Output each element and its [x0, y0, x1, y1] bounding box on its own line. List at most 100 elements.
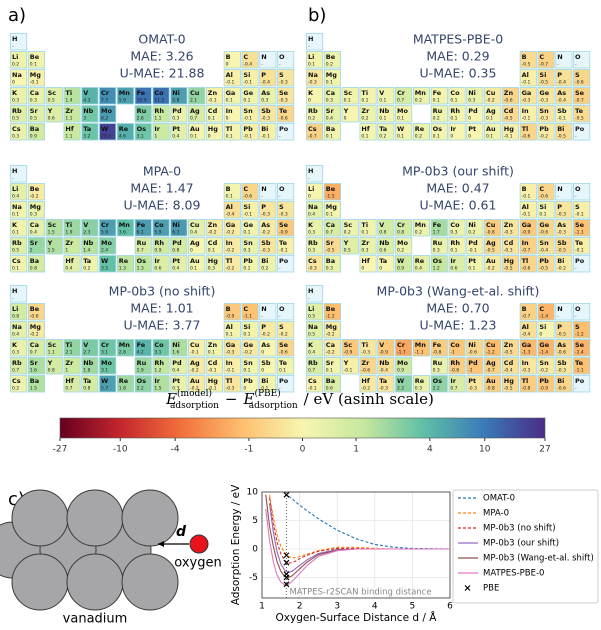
- element-value: 0: [226, 116, 229, 122]
- element-symbol: Re: [415, 257, 425, 265]
- element-value: -0.2: [30, 194, 39, 200]
- element-symbol: W: [101, 257, 108, 265]
- element-symbol: As: [261, 89, 270, 97]
- element-symbol: Cr: [397, 221, 406, 229]
- element-cell: [81, 255, 99, 273]
- element-cell: [63, 375, 81, 393]
- element-value: -0.3: [468, 386, 477, 392]
- element-value: 0.1: [243, 332, 250, 338]
- element-cell: [10, 69, 28, 87]
- element-value: -0.1: [190, 350, 199, 356]
- element-value: -0.6: [30, 314, 39, 320]
- element-symbol: Pd: [172, 239, 182, 247]
- element-value: 0.1: [261, 386, 268, 392]
- d-label: d: [176, 524, 187, 540]
- element-cell: [448, 237, 466, 255]
- table-title: MP-0b3 (Wang-et-al. shift): [377, 284, 540, 299]
- legend-label: MP-0b3 (our shift): [483, 539, 559, 549]
- element-symbol: Nb: [379, 359, 389, 367]
- element-value: -0.1: [522, 80, 531, 86]
- element-value: -0.7: [575, 98, 584, 104]
- element-cell: [466, 219, 484, 237]
- element-symbol: Pt: [172, 257, 180, 265]
- element-symbol: Rh: [154, 239, 164, 247]
- element-symbol: Zn: [208, 341, 218, 349]
- element-value: 0.1: [190, 266, 197, 272]
- element-symbol: O: [575, 53, 581, 61]
- element-cell: [63, 123, 81, 141]
- element-symbol: In: [522, 359, 529, 367]
- element-value: 0.9: [154, 248, 161, 254]
- element-value: 0.1: [12, 212, 19, 218]
- element-symbol: K: [12, 221, 18, 229]
- element-symbol: Ru: [137, 239, 147, 247]
- element-value: 0.8: [397, 230, 404, 236]
- x-tick-label: 1: [259, 602, 265, 612]
- element-symbol: Y: [47, 107, 53, 115]
- element-value: 0.6: [450, 266, 457, 272]
- element-symbol: Cd: [504, 107, 514, 115]
- element-symbol: C: [539, 185, 544, 193]
- element-value: 0.2: [415, 134, 422, 140]
- element-symbol: Sn: [243, 359, 253, 367]
- table-title: MPA-0: [143, 164, 181, 179]
- element-cell: [573, 51, 591, 69]
- element-symbol: V: [83, 89, 88, 97]
- element-cell: [484, 219, 502, 237]
- element-symbol: Pb: [243, 377, 253, 385]
- element-cell: [323, 375, 341, 393]
- colorbar-tick-label: 4: [427, 445, 433, 455]
- element-value: 1.6: [172, 350, 179, 356]
- element-symbol: Mo: [101, 107, 112, 115]
- element-symbol: Ba: [30, 125, 39, 133]
- element-value: 0.2: [12, 386, 19, 392]
- element-cell: [81, 237, 99, 255]
- legend-box: [452, 489, 599, 604]
- element-value: 0.2: [361, 116, 368, 122]
- element-symbol: Au: [190, 125, 200, 133]
- element-value: -: [575, 267, 577, 272]
- element-cell: [306, 183, 324, 201]
- element-cell: [341, 105, 359, 123]
- element-value: 6.3: [172, 230, 179, 236]
- element-value: 0.4: [30, 230, 37, 236]
- element-symbol: S: [279, 203, 284, 211]
- element-cell: [277, 303, 295, 321]
- element-value: 5.9: [154, 230, 161, 236]
- element-symbol: Sb: [557, 107, 567, 115]
- element-value: -0.3: [504, 248, 513, 254]
- element-cell: [259, 357, 277, 375]
- element-symbol: Te: [279, 359, 288, 367]
- element-value: -0.1: [522, 212, 531, 218]
- element-cell: [277, 69, 295, 87]
- element-symbol: V: [83, 221, 88, 229]
- element-cell: [555, 237, 573, 255]
- element-cell: [323, 69, 341, 87]
- element-value: -: [575, 315, 577, 320]
- annotation: MATPES-r2SCAN binding distance: [289, 588, 431, 598]
- element-symbol: Pd: [468, 107, 478, 115]
- element-value: 0.1: [208, 248, 215, 254]
- element-value: -0.5: [504, 266, 513, 272]
- panel-label: b): [308, 5, 326, 26]
- element-symbol: Ta: [379, 257, 387, 265]
- element-symbol: Hf: [361, 377, 369, 385]
- element-value: 2.8: [119, 350, 126, 356]
- element-value: 0.9: [30, 134, 37, 140]
- element-cell: [81, 105, 99, 123]
- element-cell: [205, 375, 224, 393]
- element-symbol: Ge: [243, 221, 253, 229]
- element-value: 0.3: [326, 98, 333, 104]
- element-value: 6.1: [137, 230, 144, 236]
- element-cell: [27, 183, 45, 201]
- colorbar: [59, 417, 546, 439]
- element-value: -0.4: [557, 98, 566, 104]
- element-value: -0.4: [261, 80, 270, 86]
- element-cell: [359, 123, 377, 141]
- element-value: -0.4: [379, 368, 388, 374]
- element-symbol: Ru: [433, 107, 443, 115]
- element-cell: [27, 69, 45, 87]
- element-value: -1: [468, 368, 473, 374]
- element-cell: [223, 69, 241, 87]
- legend-label: MP-0b3 (Wang-et-al. shift): [483, 554, 594, 564]
